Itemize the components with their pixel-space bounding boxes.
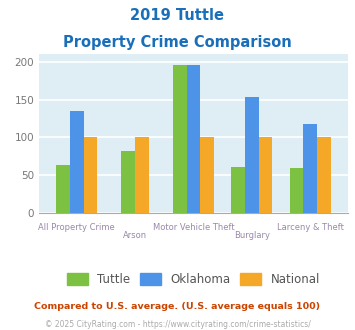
Text: Larceny & Theft: Larceny & Theft	[277, 223, 344, 232]
Text: Arson: Arson	[123, 231, 147, 240]
Bar	[259, 137, 272, 213]
Bar	[231, 167, 245, 213]
Bar	[303, 124, 317, 213]
Bar	[70, 111, 84, 213]
Text: 2019 Tuttle: 2019 Tuttle	[131, 8, 224, 23]
Bar	[290, 168, 303, 213]
Text: Property Crime Comparison: Property Crime Comparison	[63, 35, 292, 50]
Text: Burglary: Burglary	[234, 231, 270, 240]
Bar	[56, 165, 70, 213]
Text: Motor Vehicle Theft: Motor Vehicle Theft	[153, 223, 234, 232]
Bar	[84, 137, 97, 213]
Bar	[121, 151, 135, 213]
Legend: Tuttle, Oklahoma, National: Tuttle, Oklahoma, National	[67, 273, 320, 286]
Bar	[200, 137, 214, 213]
Bar	[173, 65, 187, 213]
Text: All Property Crime: All Property Crime	[38, 223, 115, 232]
Bar	[317, 137, 331, 213]
Bar	[135, 137, 149, 213]
Bar	[245, 97, 259, 213]
Text: © 2025 CityRating.com - https://www.cityrating.com/crime-statistics/: © 2025 CityRating.com - https://www.city…	[45, 320, 310, 329]
Text: Compared to U.S. average. (U.S. average equals 100): Compared to U.S. average. (U.S. average …	[34, 302, 321, 311]
Bar	[187, 65, 200, 213]
